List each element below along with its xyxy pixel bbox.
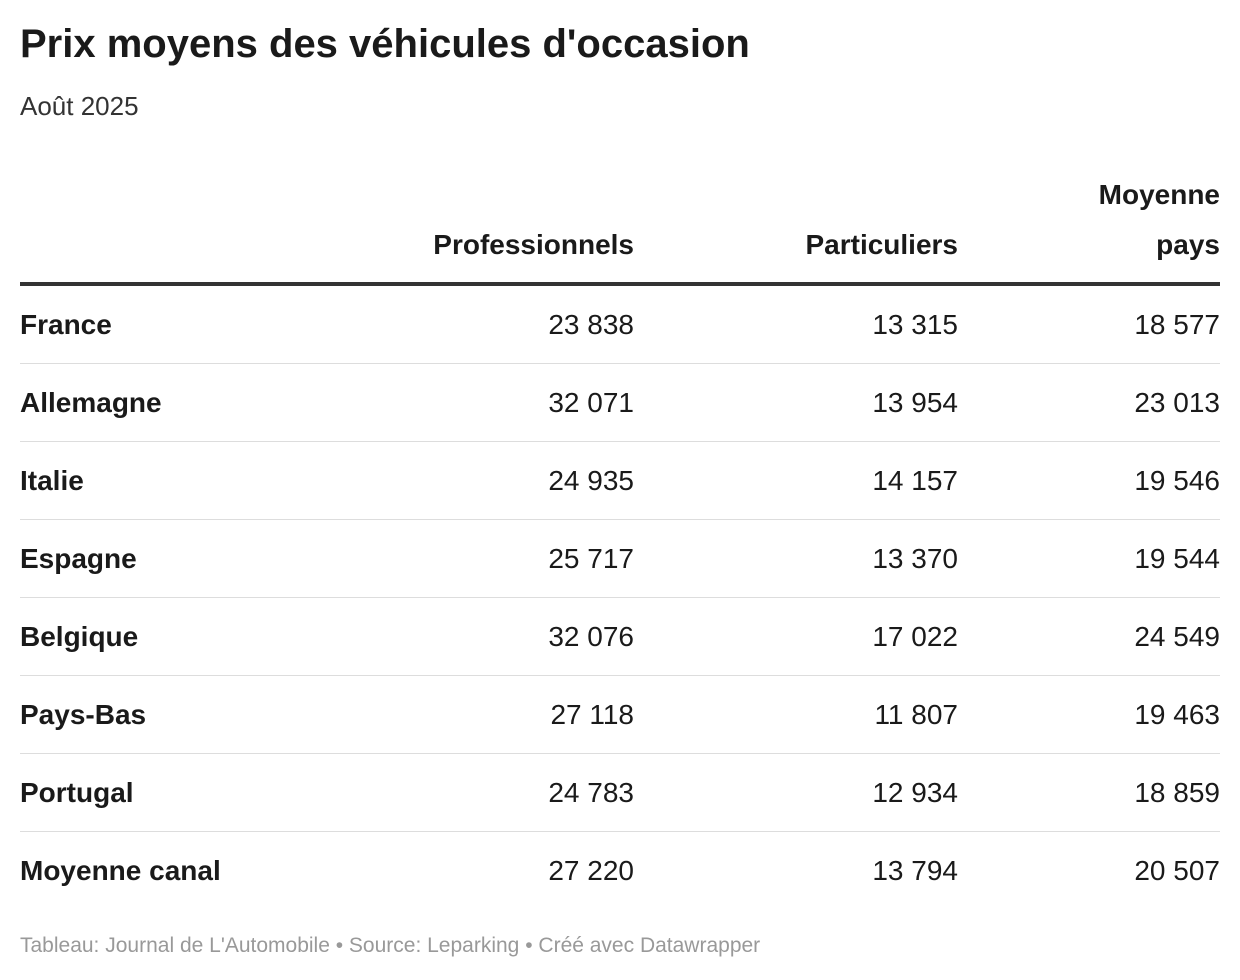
cell-moyenne-pays: 24 549 (958, 597, 1220, 676)
data-table: Professionnels Particuliers Moyenne pays… (20, 170, 1220, 909)
cell-country: Pays-Bas (20, 675, 260, 754)
cell-professionnels: 24 783 (260, 753, 634, 832)
cell-country: Italie (20, 441, 260, 520)
cell-moyenne-pays: 20 507 (1134, 854, 1220, 886)
column-header-country (20, 170, 260, 286)
table-row: Pays-Bas 27 118 11 807 19 463 (20, 675, 1220, 754)
chart-footer: Tableau: Journal de L'Automobile • Sourc… (20, 932, 760, 960)
cell-professionnels: 27 118 (260, 675, 634, 754)
cell-particuliers: 13 954 (634, 363, 958, 442)
cell-particuliers: 13 315 (634, 284, 958, 364)
cell-country: France (20, 284, 260, 364)
cell-professionnels: 23 838 (260, 284, 634, 364)
table-row: Portugal 24 783 12 934 18 859 (20, 753, 1220, 832)
cell-professionnels: 25 717 (260, 519, 634, 598)
cell-moyenne-pays: 19 544 (958, 519, 1220, 598)
cell-professionnels: 32 071 (260, 363, 634, 442)
table-header-row: Professionnels Particuliers Moyenne pays (20, 170, 1220, 286)
column-header-professionnels: Professionnels (260, 170, 634, 286)
footer-made-with: Créé avec Datawrapper (538, 934, 761, 957)
footer-source: Source: Leparking (348, 934, 520, 957)
column-header-particuliers: Particuliers (634, 170, 958, 286)
cell-moyenne-pays: 23 013 (958, 363, 1220, 442)
table-row: Belgique 32 076 17 022 24 549 (20, 597, 1220, 676)
cell-moyenne-pays: 19 463 (958, 675, 1220, 754)
cell-country: Portugal (20, 753, 260, 832)
cell-professionnels: 24 935 (260, 441, 634, 520)
table-row: France 23 838 13 315 18 577 (20, 284, 1220, 364)
cell-country: Espagne (20, 519, 260, 598)
cell-particuliers: 13 794 (872, 854, 958, 886)
cell-country: Allemagne (20, 363, 260, 442)
footer-separator: • (329, 934, 349, 957)
footer-credit: Tableau: Journal de L'Automobile (20, 934, 330, 957)
table-row: Moyenne canal 27 220 13 794 20 507 (20, 832, 1220, 910)
table-row: Espagne 25 717 13 370 19 544 (20, 519, 1220, 598)
cell-moyenne-pays: 18 859 (958, 753, 1220, 832)
chart-subtitle: Août 2025 (20, 91, 139, 121)
cell-particuliers: 11 807 (634, 675, 958, 754)
chart-title: Prix moyens des véhicules d'occasion (20, 22, 750, 66)
cell-moyenne-pays: 19 546 (958, 441, 1220, 520)
column-header-moyenne-pays-text: Moyenne pays (1098, 179, 1220, 260)
cell-country: Belgique (20, 597, 260, 676)
cell-particuliers: 17 022 (634, 597, 958, 676)
cell-professionnels: 27 220 (548, 854, 634, 886)
cell-moyenne-pays: 18 577 (958, 284, 1220, 364)
footer-separator: • (519, 934, 539, 957)
table-body: France 23 838 13 315 18 577 Allemagne 32 071 1… (20, 284, 1220, 909)
table-row: Allemagne 32 071 13 954 23 013 (20, 363, 1220, 442)
cell-particuliers: 12 934 (634, 753, 958, 832)
cell-particuliers: 14 157 (634, 441, 958, 520)
table-row: Italie 24 935 14 157 19 546 (20, 441, 1220, 520)
cell-professionnels: 32 076 (260, 597, 634, 676)
cell-particuliers: 13 370 (634, 519, 958, 598)
cell-country: Moyenne canal (20, 854, 221, 886)
column-header-moyenne-pays: Moyenne pays (958, 170, 1220, 286)
